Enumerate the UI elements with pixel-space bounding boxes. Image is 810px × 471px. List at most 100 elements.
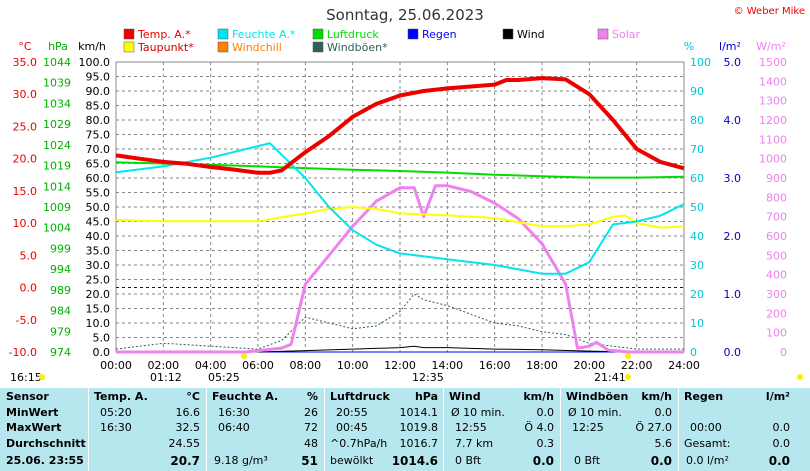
temp-tick: 15.0 — [13, 185, 38, 198]
legend-label: Windchill — [232, 41, 282, 54]
hpa-tick: 1034 — [43, 97, 71, 110]
hdr-feuchte-unit: % — [306, 390, 318, 403]
max-boeen-time: 12:25 — [572, 421, 604, 434]
x-tick: 22:00 — [621, 359, 653, 372]
hpa-tick: 979 — [50, 325, 71, 338]
hdr-regen-unit: l/m² — [765, 390, 790, 403]
hdr-druck-unit: hPa — [414, 390, 438, 403]
min-druck-time: 20:55 — [336, 406, 368, 419]
avg-temp-val: 24.55 — [168, 437, 201, 450]
kmh-tick: 50.0 — [86, 201, 111, 214]
lm2-tick: 2.0 — [724, 230, 742, 243]
wm2-tick: 1500 — [759, 56, 787, 69]
pct-tick: 100 — [690, 56, 711, 69]
series-windb-en — [115, 293, 684, 350]
cur-temp-val: 20.7 — [170, 454, 200, 468]
cur-regen-txt: 0.0 l/m² — [686, 454, 729, 467]
wm2-tick: 800 — [766, 191, 787, 204]
hdr-sensor: Sensor — [6, 390, 49, 403]
min-druck-val: 1014.1 — [399, 406, 439, 419]
kmh-tick: 70.0 — [86, 143, 111, 156]
hdr-druck: Luftdruck — [330, 390, 390, 403]
legend-swatch — [407, 28, 419, 40]
avg-boeen-val: 5.6 — [654, 437, 673, 450]
legend-label: Luftdruck — [327, 28, 379, 41]
legend-swatch — [312, 41, 324, 53]
wm2-tick: 300 — [766, 288, 787, 301]
temp-tick: 30.0 — [13, 88, 38, 101]
lm2-tick: 1.0 — [724, 288, 742, 301]
hdr-boeen: Windböen — [566, 390, 629, 403]
lm2-tick: 5.0 — [724, 56, 742, 69]
hpa-tick: 1029 — [43, 118, 71, 131]
min-temp-time: 05:20 — [100, 406, 132, 419]
x-tick: 20:00 — [573, 359, 605, 372]
hpa-tick: 1009 — [43, 201, 71, 214]
pct-tick: 70 — [690, 143, 704, 156]
legend-swatch — [123, 28, 135, 40]
hpa-tick: 1024 — [43, 139, 71, 152]
avg-druck-val: 1016.7 — [399, 437, 439, 450]
lm2-tick: 3.0 — [724, 172, 742, 185]
series-taupunkt — [115, 206, 685, 229]
cur-feuchte-abs: 9.18 g/m³ — [214, 454, 268, 467]
legend-swatch — [502, 28, 514, 40]
pct-tick: 10 — [690, 317, 704, 330]
kmh-tick: 80.0 — [86, 114, 111, 127]
x-tick: 08:00 — [289, 359, 321, 372]
legend: Temp. A.* Feuchte A.* Luftdruck Regen Wind So… — [123, 28, 641, 54]
temp-tick: 10.0 — [13, 217, 38, 230]
min-temp-val: 16.6 — [175, 406, 201, 419]
min-feuchte-time: 16:30 — [218, 406, 250, 419]
legend-swatch — [217, 28, 229, 40]
hpa-tick: 989 — [50, 284, 71, 297]
lm2-tick: 4.0 — [724, 114, 742, 127]
kmh-tick: 40.0 — [86, 230, 111, 243]
wm2-tick: 1200 — [759, 114, 787, 127]
cur-wind-txt: 0 Bft — [455, 454, 482, 467]
min-feuchte-val: 26 — [304, 406, 318, 419]
kmh-tick: 45.0 — [86, 216, 111, 229]
max-druck-val: 1019.8 — [399, 421, 439, 434]
max-feuchte-time: 06:40 — [218, 421, 250, 434]
x-tick: 04:00 — [195, 359, 227, 372]
wm2-tick: 400 — [766, 269, 787, 282]
pct-tick: 0 — [690, 346, 697, 359]
temp-tick: 35.0 — [13, 56, 38, 69]
hdr-wind: Wind — [449, 390, 481, 403]
max-regen-val: 0.0 — [772, 421, 791, 434]
sun-event-label: 16:15 — [10, 371, 42, 384]
temp-unit: °C — [18, 40, 32, 53]
series-solar — [116, 184, 684, 354]
wm2-tick: 1300 — [759, 95, 787, 108]
kmh-tick: 55.0 — [86, 187, 111, 200]
row-label-current: 25.06. 23:55 — [6, 454, 84, 467]
kmh-tick: 10.0 — [86, 317, 111, 330]
min-wind-val: 0.0 — [536, 406, 555, 419]
kmh-tick: 60.0 — [86, 172, 111, 185]
wm2-tick: 600 — [766, 230, 787, 243]
temp-tick: 20.0 — [13, 153, 38, 166]
row-label-avg: Durchschnitt — [6, 437, 86, 450]
max-wind-time: 12:55 — [455, 421, 487, 434]
hpa-tick: 1019 — [43, 160, 71, 173]
pct-tick: 80 — [690, 114, 704, 127]
kmh-tick: 25.0 — [86, 274, 111, 287]
pct-tick: 50 — [690, 201, 704, 214]
kmh-tick: 100.0 — [79, 56, 111, 69]
kmh-tick: 35.0 — [86, 245, 111, 258]
hpa-tick: 994 — [50, 263, 71, 276]
legend-label: Feuchte A.* — [232, 28, 296, 41]
max-temp-time: 16:30 — [100, 421, 132, 434]
avg-regen-val: 0.0 — [772, 437, 791, 450]
x-tick: 02:00 — [147, 359, 179, 372]
hpa-unit: hPa — [48, 40, 68, 53]
x-tick: 18:00 — [526, 359, 558, 372]
pct-tick: 90 — [690, 85, 704, 98]
temp-tick: -10.0 — [9, 346, 37, 359]
series-feuchte-a — [115, 142, 685, 275]
sun-marker — [241, 353, 247, 359]
x-tick: 12:00 — [384, 359, 416, 372]
hpa-tick: 1004 — [43, 222, 71, 235]
cur-boeen-val: 0.0 — [650, 454, 672, 468]
